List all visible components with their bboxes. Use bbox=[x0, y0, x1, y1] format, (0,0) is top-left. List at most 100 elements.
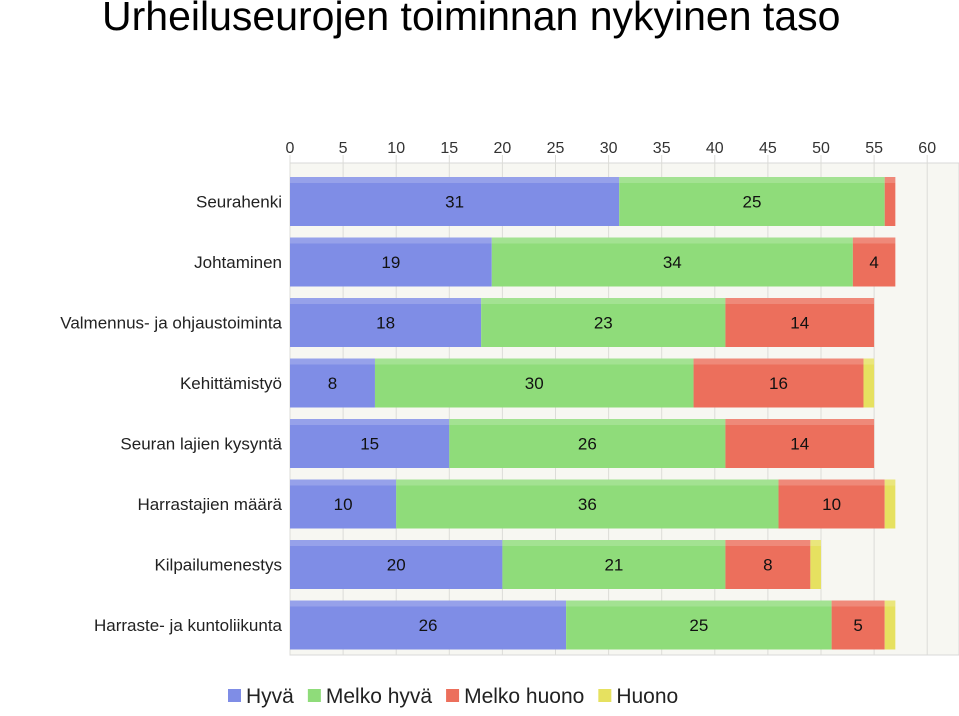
bar-segment bbox=[396, 479, 779, 529]
data-label: 8 bbox=[328, 374, 337, 393]
x-tick-label: 45 bbox=[759, 140, 777, 157]
bar-segment bbox=[491, 237, 853, 287]
bar-segment bbox=[693, 358, 864, 408]
data-label: 19 bbox=[381, 253, 400, 272]
bar-highlight bbox=[290, 479, 397, 486]
bar-segment bbox=[290, 600, 567, 650]
bar-highlight bbox=[693, 358, 864, 365]
bar-highlight bbox=[290, 540, 503, 546]
data-label: 23 bbox=[594, 314, 613, 333]
bar-segment bbox=[449, 419, 726, 468]
bar-highlight bbox=[884, 600, 896, 607]
data-label: 16 bbox=[769, 374, 788, 393]
bar-highlight bbox=[449, 419, 726, 425]
bar-highlight bbox=[290, 237, 492, 244]
bar-segment bbox=[619, 177, 885, 226]
legend-label: Melko hyvä bbox=[326, 685, 433, 708]
bar-segment bbox=[884, 177, 896, 226]
data-label: 5 bbox=[853, 616, 862, 635]
bar-segment bbox=[725, 419, 875, 468]
data-label: 4 bbox=[869, 253, 878, 272]
bar-segment bbox=[481, 298, 726, 347]
chart-title: Urheiluseurojen toiminnan nykyinen taso bbox=[102, 0, 841, 39]
data-label: 25 bbox=[743, 193, 762, 212]
bar-highlight bbox=[884, 177, 896, 183]
bar-segment bbox=[290, 358, 375, 408]
bar-highlight bbox=[725, 419, 875, 425]
legend-swatch bbox=[307, 689, 321, 702]
x-tick-label: 25 bbox=[547, 140, 565, 157]
bar-highlight bbox=[290, 358, 375, 365]
x-tick-label: 40 bbox=[706, 140, 724, 157]
bar-highlight bbox=[396, 479, 779, 486]
category-label: Kilpailumenestys bbox=[154, 556, 282, 575]
x-tick-label: 5 bbox=[339, 140, 348, 157]
bar-highlight bbox=[290, 600, 567, 607]
bar-highlight bbox=[725, 298, 875, 304]
category-label: Seurahenki bbox=[196, 193, 282, 212]
data-label: 34 bbox=[663, 253, 682, 272]
bar-highlight bbox=[491, 237, 853, 244]
bar-segment bbox=[290, 479, 397, 529]
legend-swatch bbox=[598, 689, 612, 702]
bar-highlight bbox=[481, 298, 726, 304]
bar-highlight bbox=[374, 358, 694, 365]
bar-segment bbox=[290, 298, 482, 347]
data-label: 26 bbox=[578, 435, 597, 454]
x-tick-label: 10 bbox=[387, 140, 405, 157]
bar-segment bbox=[566, 600, 832, 650]
legend-label: Melko huono bbox=[464, 685, 584, 708]
data-label: 26 bbox=[419, 616, 438, 635]
data-label: 14 bbox=[790, 435, 809, 454]
category-label: Johtaminen bbox=[194, 253, 282, 272]
bar-highlight bbox=[831, 600, 885, 607]
data-label: 10 bbox=[822, 495, 841, 514]
data-label: 31 bbox=[445, 193, 464, 212]
bar-segment bbox=[502, 540, 726, 589]
bar-segment bbox=[374, 358, 694, 408]
bar-segment bbox=[725, 298, 875, 347]
data-label: 36 bbox=[578, 495, 597, 514]
legend-swatch bbox=[446, 689, 460, 702]
bar-highlight bbox=[502, 540, 726, 546]
legend-label: Hyvä bbox=[246, 685, 294, 708]
x-tick-label: 35 bbox=[653, 140, 671, 157]
bar-segment bbox=[290, 237, 492, 287]
category-label: Valmennus- ja ohjaustoiminta bbox=[60, 314, 282, 333]
x-tick-label: 55 bbox=[865, 140, 883, 157]
x-tick-label: 60 bbox=[918, 140, 936, 157]
legend-label: Huono bbox=[616, 685, 678, 708]
category-label: Harrastajien määrä bbox=[137, 495, 282, 514]
x-tick-label: 30 bbox=[600, 140, 618, 157]
bar-highlight bbox=[852, 237, 896, 244]
bar-highlight bbox=[290, 298, 482, 304]
bar-highlight bbox=[863, 358, 875, 365]
bar-segment bbox=[725, 540, 811, 589]
bar-highlight bbox=[725, 540, 811, 546]
x-tick-label: 50 bbox=[812, 140, 830, 157]
bar-segment bbox=[810, 540, 821, 589]
bar-segment bbox=[290, 177, 620, 226]
bar-segment bbox=[778, 479, 885, 529]
data-label: 18 bbox=[376, 314, 395, 333]
bar-segment bbox=[852, 237, 896, 287]
bar-highlight bbox=[884, 479, 896, 486]
data-label: 25 bbox=[689, 616, 708, 635]
data-label: 21 bbox=[604, 556, 623, 575]
data-label: 20 bbox=[387, 556, 406, 575]
bar-segment bbox=[884, 600, 896, 650]
category-label: Seuran lajien kysyntä bbox=[120, 435, 282, 454]
bar-segment bbox=[290, 419, 450, 468]
bar-segment bbox=[863, 358, 875, 408]
category-label: Kehittämistyö bbox=[180, 374, 282, 393]
data-label: 15 bbox=[360, 435, 379, 454]
bar-highlight bbox=[566, 600, 832, 607]
x-tick-label: 15 bbox=[440, 140, 458, 157]
bar-highlight bbox=[290, 419, 450, 425]
category-label: Harraste- ja kuntoliikunta bbox=[94, 616, 283, 635]
x-tick-label: 20 bbox=[494, 140, 512, 157]
bar-highlight bbox=[290, 177, 620, 183]
data-label: 8 bbox=[763, 556, 772, 575]
bar-segment bbox=[884, 479, 896, 529]
